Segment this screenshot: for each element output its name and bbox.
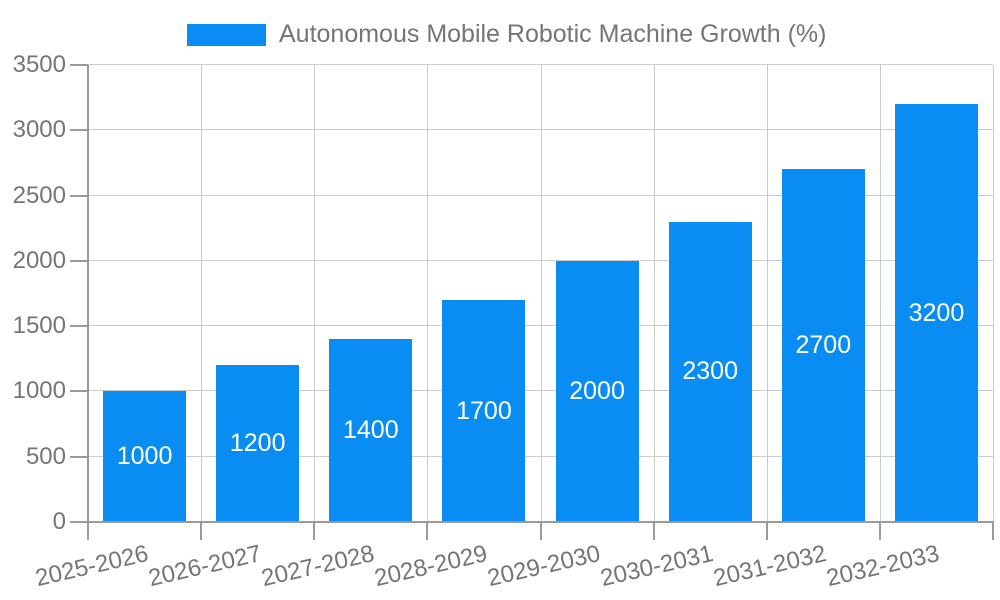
bar-2030-2031: 2300 xyxy=(668,221,752,522)
y-axis-tick-mark xyxy=(70,194,88,197)
y-axis-tick-mark xyxy=(70,521,88,523)
gridline-vertical xyxy=(653,65,655,522)
bar-value-label: 2300 xyxy=(682,357,738,386)
y-axis-tick-label: 3500 xyxy=(12,51,66,78)
x-axis-tick-mark xyxy=(426,522,429,540)
bar-value-label: 2000 xyxy=(569,376,625,405)
y-axis-tick-label: 2000 xyxy=(12,246,66,274)
y-axis-tick-label: 1500 xyxy=(12,312,66,340)
gridline-vertical xyxy=(427,65,429,522)
x-axis-tick-mark xyxy=(539,522,542,540)
x-axis-tick-mark xyxy=(87,522,89,540)
bar-2029-2030: 2000 xyxy=(555,260,639,522)
y-axis-tick-mark xyxy=(70,64,88,66)
x-axis-tick-mark xyxy=(200,522,203,540)
gridline-vertical xyxy=(879,65,881,522)
x-axis-tick-mark xyxy=(765,522,768,540)
bar-2025-2026: 1000 xyxy=(103,391,187,522)
y-axis-tick-label: 2500 xyxy=(12,181,66,209)
legend-label: Autonomous Mobile Robotic Machine Growth… xyxy=(279,20,827,48)
bar-2032-2033: 3200 xyxy=(894,104,978,522)
gridline-vertical xyxy=(766,65,768,522)
bar-value-label: 2700 xyxy=(795,331,852,360)
bar-2028-2029: 1700 xyxy=(442,300,526,522)
bar-value-label: 1000 xyxy=(116,442,173,471)
bar-value-label: 1700 xyxy=(456,396,512,425)
y-axis-tick-label: 1000 xyxy=(12,377,66,405)
bar-value-label: 1200 xyxy=(229,429,286,458)
y-axis-tick-label: 3000 xyxy=(12,116,66,144)
gridline-horizontal xyxy=(88,64,993,65)
gridline-vertical xyxy=(201,65,203,522)
y-axis-tick-label: 500 xyxy=(25,442,66,470)
y-axis-tick-mark xyxy=(70,259,88,262)
bar-2027-2028: 1400 xyxy=(329,339,413,522)
gridline-vertical xyxy=(314,65,316,522)
y-axis-tick-label: 0 xyxy=(52,508,66,535)
bar-value-label: 3200 xyxy=(908,298,965,327)
y-axis-tick-mark xyxy=(70,325,88,328)
bar-2031-2032: 2700 xyxy=(781,169,865,522)
gridline-vertical xyxy=(540,65,542,522)
y-axis-line xyxy=(87,65,89,523)
gridline-horizontal xyxy=(88,129,993,131)
x-axis-tick-mark xyxy=(992,522,994,540)
y-axis-tick-mark xyxy=(70,129,88,132)
y-axis-tick-mark xyxy=(70,390,88,393)
bar-value-label: 1400 xyxy=(343,416,399,445)
gridline-vertical xyxy=(993,65,994,522)
legend-swatch xyxy=(187,23,266,46)
x-axis-tick-mark xyxy=(878,522,881,540)
y-axis-tick-mark xyxy=(70,455,88,458)
bar-2026-2027: 1200 xyxy=(216,365,300,522)
x-axis-tick-mark xyxy=(313,522,316,540)
legend: Autonomous Mobile Robotic Machine Growth… xyxy=(187,20,826,49)
x-axis-tick-mark xyxy=(652,522,655,540)
